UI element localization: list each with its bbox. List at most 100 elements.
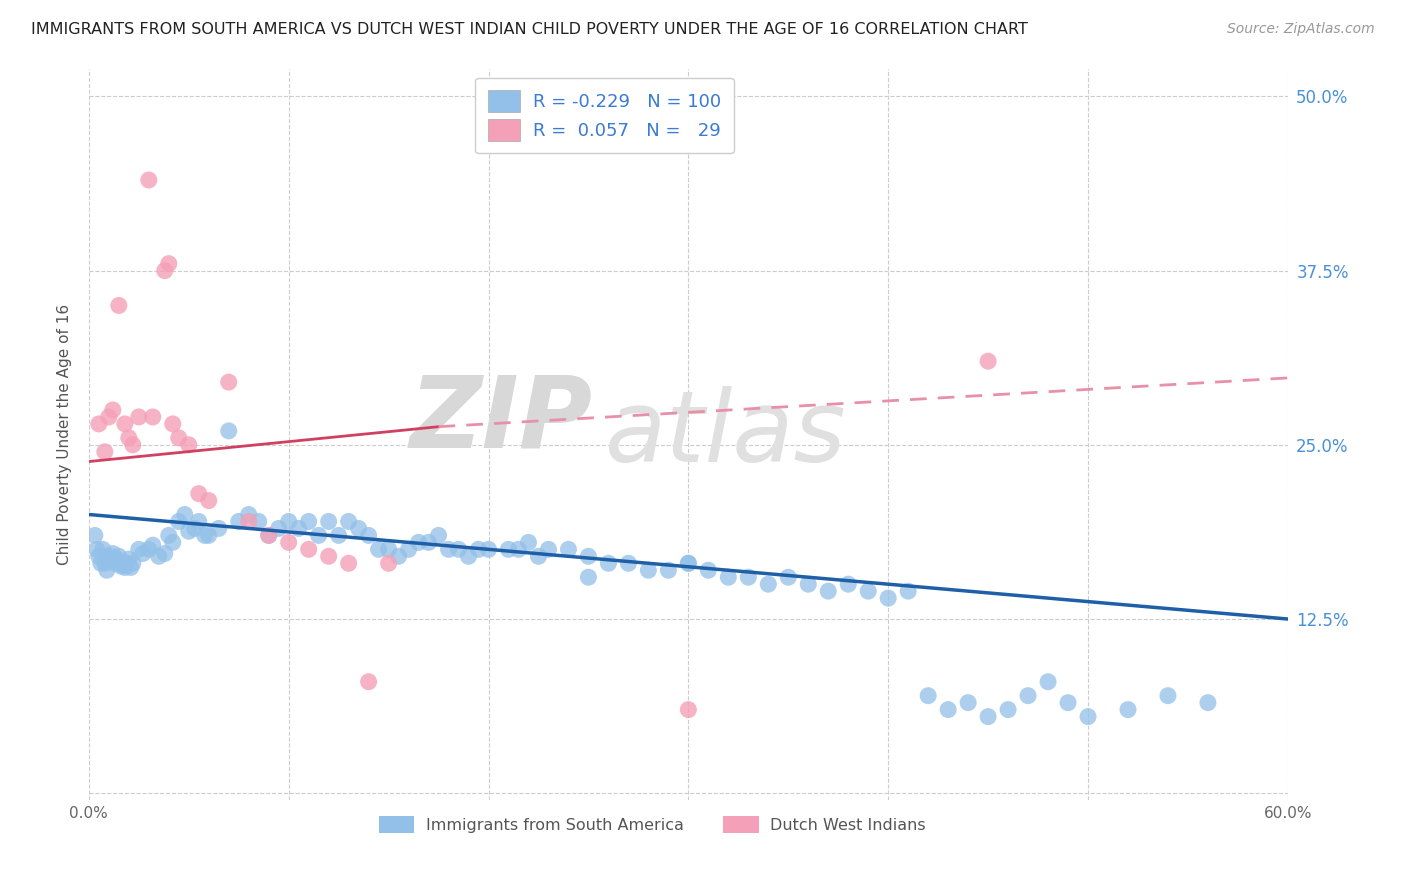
Point	[94, 556, 117, 570]
Point	[257, 528, 280, 542]
Point	[318, 515, 340, 529]
Point	[97, 409, 120, 424]
Point	[194, 528, 217, 542]
Point	[977, 354, 1000, 368]
Point	[110, 559, 132, 574]
Point	[153, 263, 176, 277]
Point	[128, 409, 150, 424]
Point	[858, 584, 880, 599]
Point	[148, 549, 170, 564]
Point	[997, 703, 1019, 717]
Point	[100, 552, 122, 566]
Point	[120, 560, 142, 574]
Point	[697, 563, 720, 577]
Point	[756, 577, 779, 591]
Point	[115, 556, 138, 570]
Point	[162, 535, 184, 549]
Point	[557, 542, 579, 557]
Point	[177, 438, 200, 452]
Point	[437, 542, 460, 557]
Point	[287, 521, 309, 535]
Point	[96, 563, 118, 577]
Point	[114, 417, 136, 431]
Point	[598, 556, 620, 570]
Point	[121, 438, 143, 452]
Point	[578, 549, 600, 564]
Point	[717, 570, 740, 584]
Point	[778, 570, 800, 584]
Point	[208, 521, 231, 535]
Point	[167, 515, 190, 529]
Point	[957, 696, 980, 710]
Point	[101, 547, 124, 561]
Point	[142, 538, 165, 552]
Point	[105, 552, 128, 566]
Point	[877, 591, 900, 606]
Point	[917, 689, 939, 703]
Point	[657, 563, 679, 577]
Point	[111, 556, 134, 570]
Point	[678, 556, 700, 570]
Point	[218, 424, 240, 438]
Point	[277, 535, 299, 549]
Point	[1057, 696, 1080, 710]
Point	[367, 542, 389, 557]
Point	[337, 556, 360, 570]
Point	[498, 542, 520, 557]
Point	[97, 549, 120, 564]
Point	[87, 549, 110, 564]
Point	[377, 556, 399, 570]
Point	[108, 298, 131, 312]
Point	[114, 560, 136, 574]
Point	[427, 528, 450, 542]
Point	[118, 431, 141, 445]
Point	[398, 542, 420, 557]
Point	[298, 515, 321, 529]
Point	[527, 549, 550, 564]
Y-axis label: Child Poverty Under the Age of 16: Child Poverty Under the Age of 16	[58, 304, 72, 565]
Point	[162, 417, 184, 431]
Point	[477, 542, 499, 557]
Point	[94, 444, 117, 458]
Point	[187, 515, 209, 529]
Point	[128, 542, 150, 557]
Point	[218, 375, 240, 389]
Point	[167, 431, 190, 445]
Point	[328, 528, 350, 542]
Point	[197, 528, 219, 542]
Point	[132, 547, 155, 561]
Point	[318, 549, 340, 564]
Point	[187, 486, 209, 500]
Point	[238, 508, 260, 522]
Point	[184, 521, 207, 535]
Text: atlas: atlas	[605, 386, 846, 483]
Point	[177, 524, 200, 539]
Point	[737, 570, 759, 584]
Point	[1157, 689, 1180, 703]
Point	[138, 542, 160, 557]
Point	[228, 515, 250, 529]
Point	[83, 528, 105, 542]
Point	[101, 403, 124, 417]
Point	[308, 528, 330, 542]
Point	[418, 535, 440, 549]
Point	[138, 173, 160, 187]
Point	[86, 542, 108, 557]
Point	[1077, 709, 1099, 723]
Point	[637, 563, 659, 577]
Point	[977, 709, 1000, 723]
Text: ZIP: ZIP	[409, 371, 592, 468]
Point	[197, 493, 219, 508]
Point	[1017, 689, 1039, 703]
Point	[617, 556, 640, 570]
Point	[118, 552, 141, 566]
Point	[408, 535, 430, 549]
Point	[173, 508, 195, 522]
Point	[817, 584, 839, 599]
Point	[157, 257, 180, 271]
Point	[837, 577, 859, 591]
Point	[104, 556, 127, 570]
Point	[267, 521, 290, 535]
Point	[1116, 703, 1139, 717]
Point	[357, 528, 380, 542]
